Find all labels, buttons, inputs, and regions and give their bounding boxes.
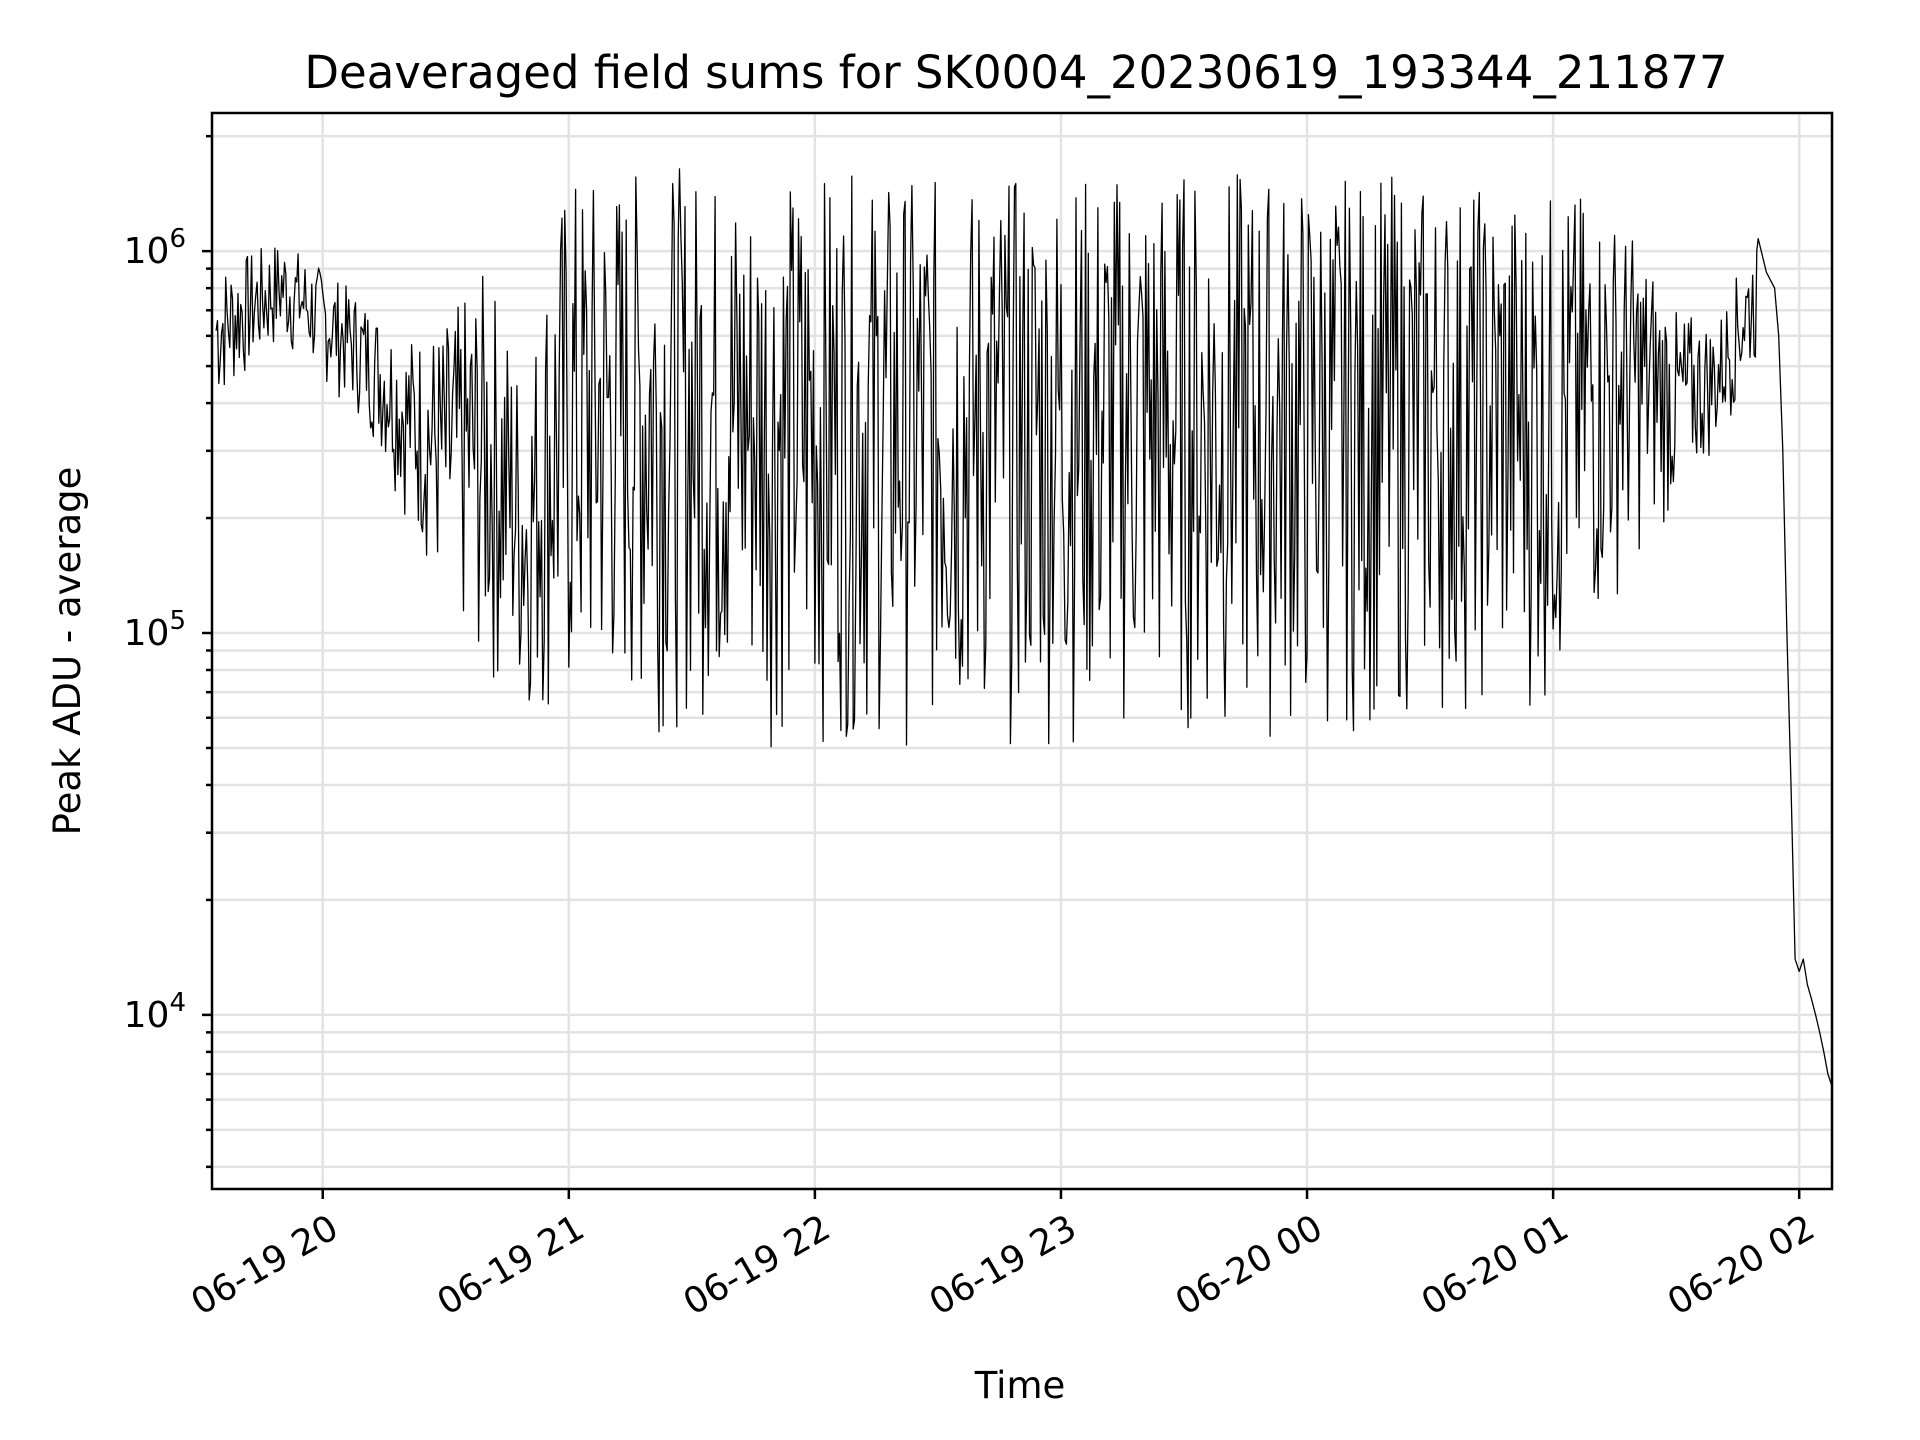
series-line [215,168,1833,1087]
chart-title: Deaveraged field sums for SK0004_2023061… [304,46,1727,99]
y-axis-ticks: 104 105 106 [124,134,212,1169]
x-tick-label: 06-19 23 [923,1207,1084,1323]
x-tick-label: 06-20 01 [1415,1207,1576,1323]
y-tick-label: 106 [124,224,186,272]
y-tick-label: 104 [124,988,186,1036]
series-layer [215,168,1833,1087]
x-axis-label: Time [974,1364,1066,1407]
x-tick-label: 06-19 21 [431,1207,592,1323]
x-tick-label: 06-20 02 [1661,1207,1822,1323]
x-tick-label: 06-20 00 [1169,1207,1330,1323]
y-tick-label: 105 [124,606,186,654]
y-axis-label: Peak ADU - average [46,467,89,836]
x-tick-label: 06-19 20 [185,1207,346,1323]
x-axis-ticks: 06-19 20 06-19 21 06-19 22 06-19 23 06-20 00… [185,1189,1822,1324]
grid-lines [212,113,1832,1189]
x-tick-label: 06-19 22 [677,1207,838,1323]
